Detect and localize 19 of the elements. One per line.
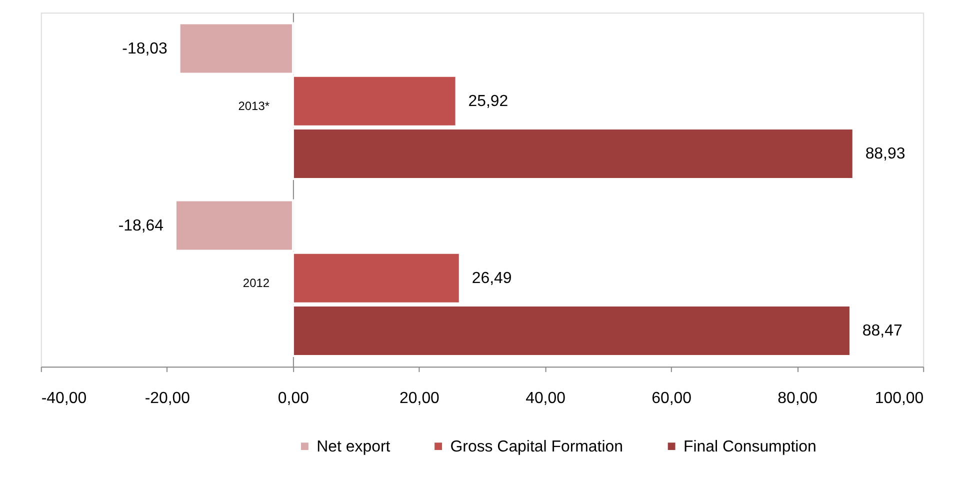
data-label: 25,92 <box>468 93 508 110</box>
x-tick-label: 100,00 <box>874 390 924 407</box>
x-tick-label: -40,00 <box>41 390 87 407</box>
x-tick-label: 80,00 <box>778 390 818 407</box>
data-label: 88,93 <box>865 146 906 163</box>
y-tick-label: 2013* <box>238 99 270 114</box>
legend-label: Final Consumption <box>684 438 816 456</box>
legend-label: Gross Capital Formation <box>450 438 623 456</box>
data-label: 88,47 <box>862 322 902 340</box>
x-tick-label: 40,00 <box>526 390 566 407</box>
x-tick-label: 60,00 <box>652 390 692 407</box>
x-tick-label: -20,00 <box>144 390 190 407</box>
legend-label: Net export <box>316 438 391 456</box>
x-tick-label: 0,00 <box>278 390 310 407</box>
data-label: -18,03 <box>122 40 168 58</box>
data-label: 26,49 <box>472 270 512 288</box>
x-tick-label: 20,00 <box>400 390 440 407</box>
data-label: -18,64 <box>118 217 164 234</box>
y-tick-label: 2012 <box>242 276 270 290</box>
